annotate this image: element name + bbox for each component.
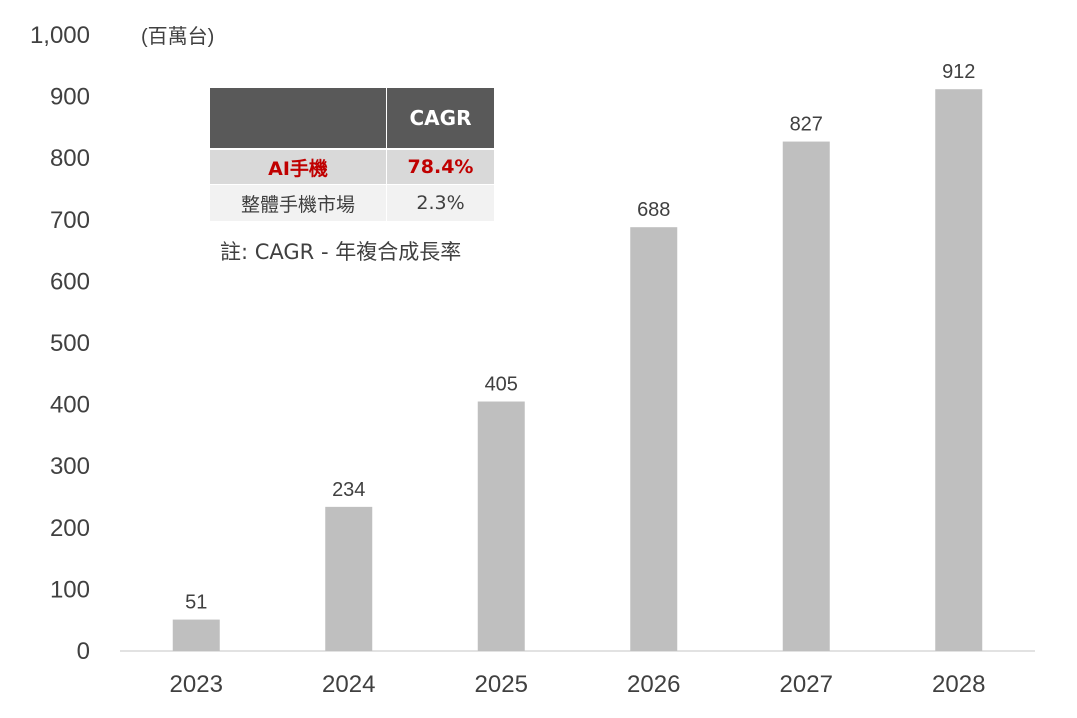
bar [477, 401, 525, 651]
cagr-header-label: CAGR [386, 88, 494, 149]
y-tick-label: 900 [50, 84, 90, 111]
bar [172, 619, 220, 651]
y-tick-label: 500 [50, 330, 90, 357]
y-tick-label: 1,000 [30, 22, 90, 49]
data-label: 912 [942, 61, 975, 83]
bar [325, 506, 373, 651]
cagr-row-label: AI手機 [210, 148, 387, 185]
y-tick-label: 600 [50, 268, 90, 295]
y-tick-label: 200 [50, 515, 90, 542]
cagr-row-ai-phone: AI手機 78.4% [210, 148, 494, 185]
x-axis-ticks: 2023 2024 2025 2026 2027 2028 [170, 671, 986, 698]
x-tick-label: 2024 [322, 671, 375, 698]
data-label: 688 [637, 199, 670, 221]
data-label: 405 [485, 374, 518, 396]
bar [630, 227, 678, 651]
x-tick-label: 2023 [170, 671, 223, 698]
unit-label: (百萬台) [141, 25, 214, 48]
y-tick-label: 0 [77, 638, 90, 665]
y-tick-label: 100 [50, 576, 90, 603]
cagr-row-overall-market: 整體手機市場 2.3% [210, 184, 494, 221]
cagr-row-value: 2.3% [386, 184, 494, 221]
x-tick-label: 2025 [475, 671, 528, 698]
data-label: 234 [332, 479, 365, 501]
cagr-table: CAGR AI手機 78.4% 整體手機市場 2.3% [210, 88, 494, 221]
y-tick-label: 300 [50, 453, 90, 480]
footnote: 註: CAGR - 年複合成長率 [220, 240, 462, 264]
bar [782, 141, 830, 651]
x-tick-label: 2026 [627, 671, 680, 698]
y-tick-label: 700 [50, 207, 90, 234]
data-label: 51 [185, 592, 207, 614]
cagr-table-header: CAGR [210, 88, 494, 149]
y-tick-label: 400 [50, 392, 90, 419]
data-label: 827 [790, 114, 823, 136]
cagr-row-value: 78.4% [386, 148, 494, 185]
y-axis-ticks: 0 100 200 300 400 500 600 700 800 900 1,000 [30, 22, 90, 665]
cagr-row-label: 整體手機市場 [210, 184, 387, 221]
data-labels: 51 234 405 688 827 912 [185, 61, 975, 613]
y-tick-label: 800 [50, 145, 90, 172]
bar [935, 89, 983, 651]
x-tick-label: 2027 [780, 671, 833, 698]
x-tick-label: 2028 [932, 671, 985, 698]
cagr-header-blank [210, 88, 387, 149]
bars [172, 89, 983, 651]
